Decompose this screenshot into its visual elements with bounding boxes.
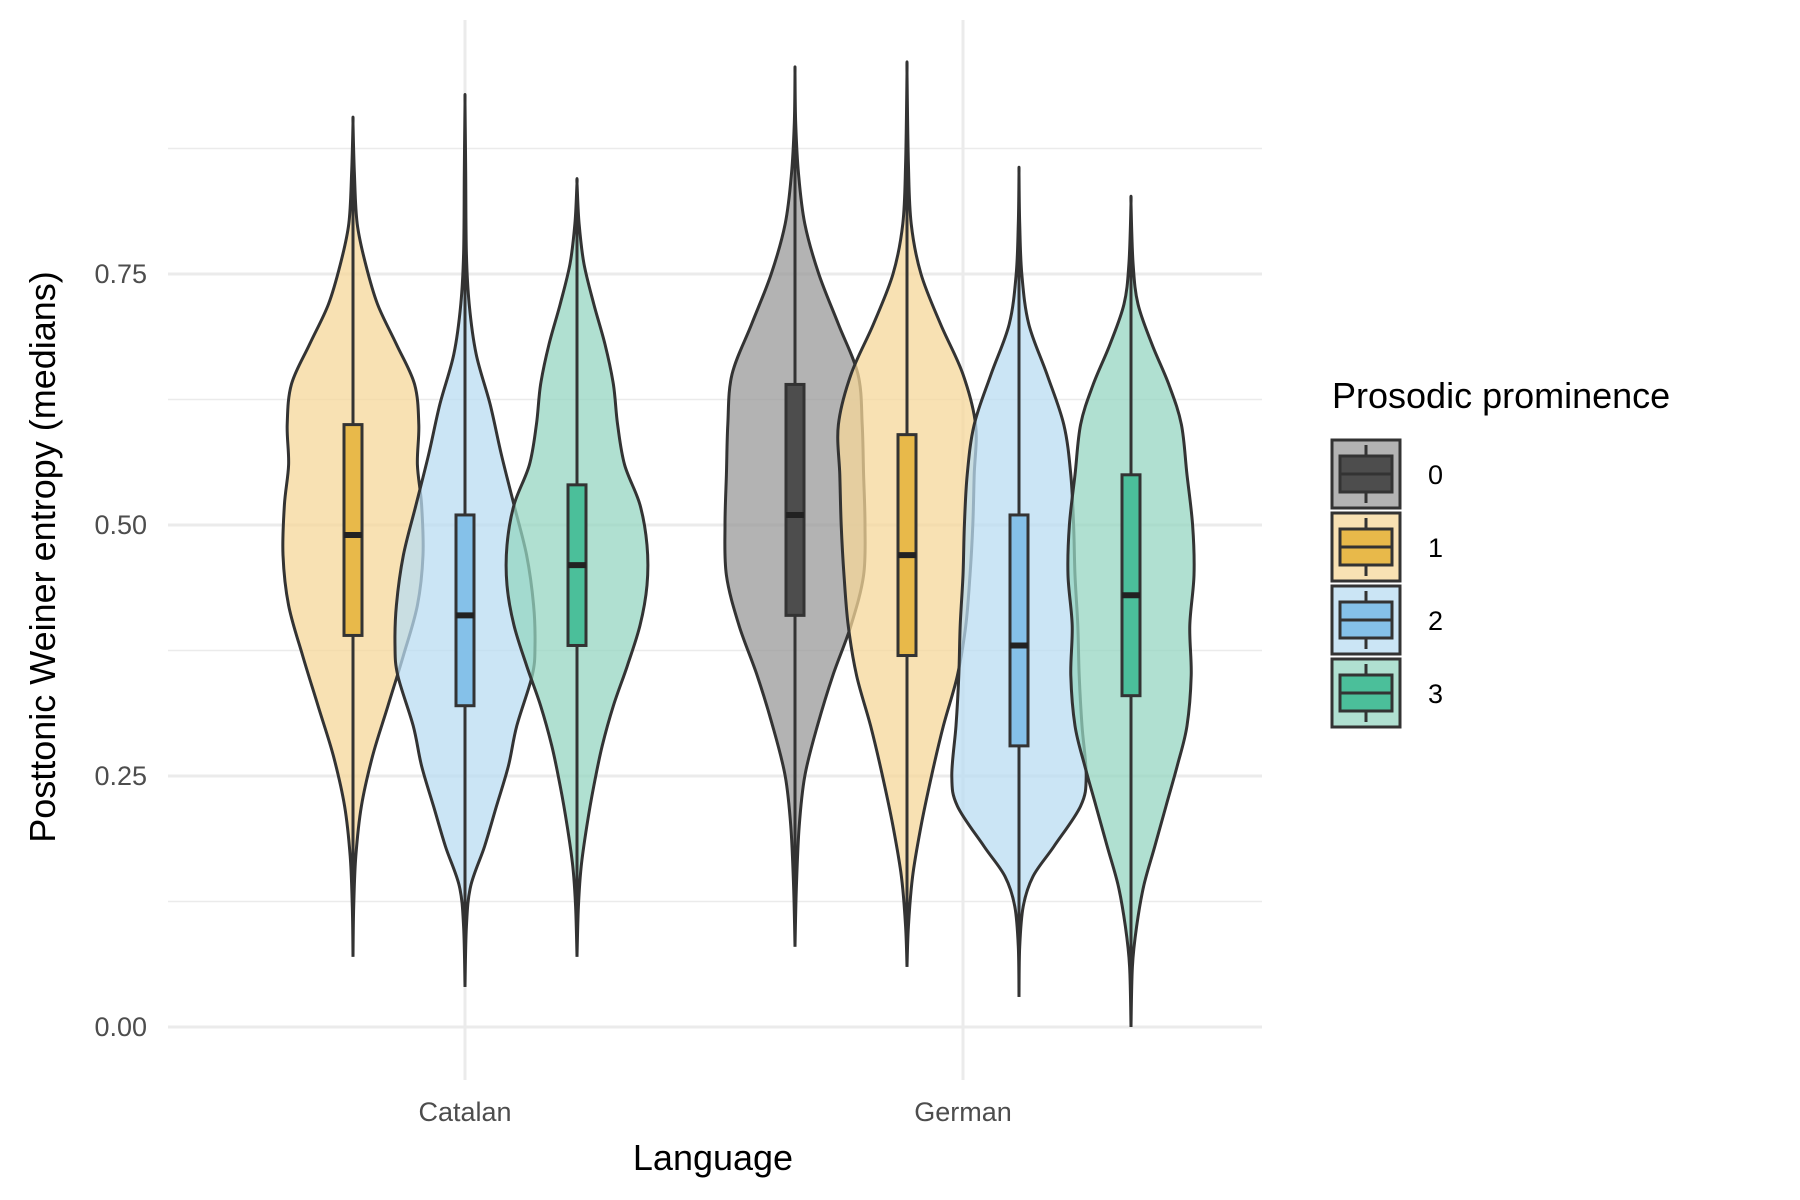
box-iqr (342, 423, 364, 637)
legend: Prosodic prominence 0 1 2 3 (1330, 375, 1670, 729)
x-axis-title: Language (633, 1137, 793, 1178)
legend-key-1: 1 (1330, 511, 1443, 583)
y-tick-label: 0.75 (94, 259, 147, 289)
legend-label: 3 (1428, 679, 1443, 709)
box-iqr (896, 433, 918, 658)
legend-key-2: 2 (1330, 584, 1443, 656)
x-tick-label: Catalan (418, 1097, 511, 1127)
box-iqr (454, 513, 476, 708)
legend-key-3: 3 (1330, 657, 1443, 729)
x-tick-label: German (914, 1097, 1012, 1127)
legend-label: 2 (1428, 606, 1443, 636)
box-iqr (784, 382, 806, 617)
legend-key-0: 0 (1330, 438, 1443, 510)
y-axis-ticks: 0.00 0.25 0.50 0.75 (94, 259, 147, 1042)
y-tick-label: 0.50 (94, 510, 147, 540)
violin-german-1 (836, 60, 978, 967)
violin-german-3 (1066, 194, 1196, 1028)
y-axis-title: Posttonic Weiner entropy (medians) (22, 271, 63, 843)
violin-german-2 (950, 165, 1088, 997)
x-axis-ticks: Catalan German (418, 1097, 1011, 1127)
legend-label: 0 (1428, 460, 1443, 490)
y-tick-label: 0.00 (94, 1012, 147, 1042)
legend-title: Prosodic prominence (1332, 375, 1670, 416)
violin-catalan-3 (504, 177, 650, 957)
violin-catalan-1 (281, 115, 425, 957)
y-tick-label: 0.25 (94, 761, 147, 791)
box-iqr (1120, 473, 1142, 698)
violin-catalan-2 (393, 93, 537, 987)
box-iqr (1008, 513, 1030, 748)
legend-label: 1 (1428, 533, 1443, 563)
violin-plot-area (281, 60, 1196, 1028)
